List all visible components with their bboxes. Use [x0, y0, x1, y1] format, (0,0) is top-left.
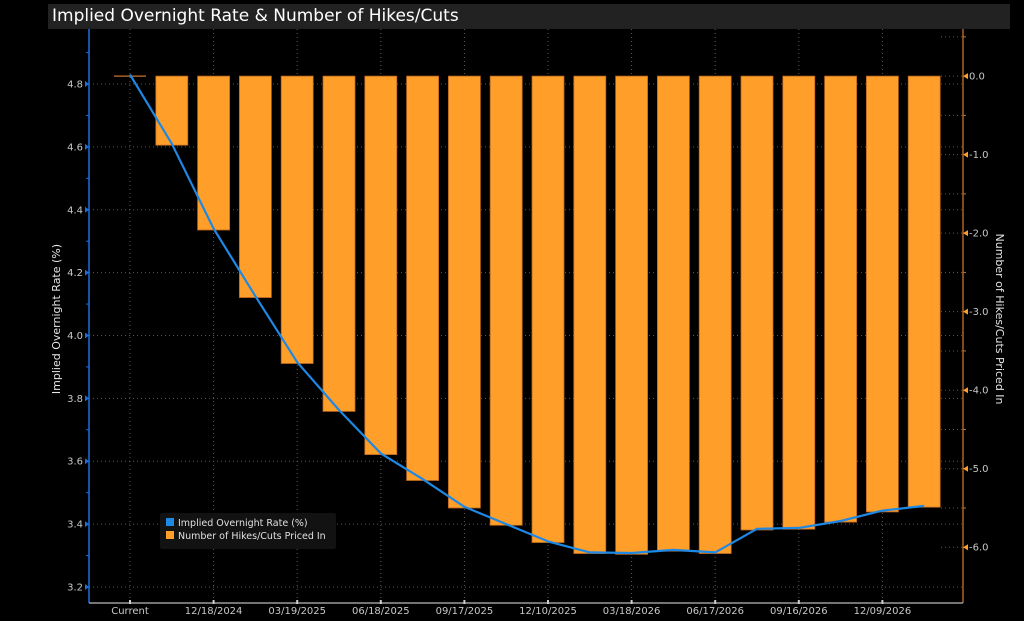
- bar-series: [114, 75, 941, 555]
- x-tick-label: 03/19/2025: [268, 606, 326, 617]
- left-axis-tick: [85, 269, 89, 276]
- line-series: [129, 74, 925, 555]
- right-tick-label: -3.0: [969, 307, 989, 318]
- x-tick-label: 06/17/2026: [686, 606, 744, 617]
- x-tick-label: 09/16/2026: [770, 606, 828, 617]
- right-axis-tick: [963, 230, 968, 237]
- chart-title: Implied Overnight Rate & Number of Hikes…: [52, 6, 459, 26]
- rate-line: [129, 74, 925, 555]
- left-tick-label: 3.4: [67, 520, 83, 531]
- left-axis-tick: [85, 143, 89, 150]
- right-tick-label: -4.0: [969, 386, 989, 397]
- bar: [447, 75, 481, 509]
- left-tick-label: 4.2: [67, 268, 83, 279]
- bar: [615, 75, 648, 555]
- left-tick-label: 3.2: [67, 582, 83, 593]
- x-tick-label: Current: [111, 606, 149, 617]
- right-tick-label: -1.0: [969, 150, 989, 161]
- legend-box: [160, 513, 336, 549]
- right-tick-label: -5.0: [969, 464, 989, 475]
- left-tick-label: 3.6: [67, 457, 83, 468]
- title-bar: Implied Overnight Rate & Number of Hikes…: [48, 4, 1010, 29]
- left-axis-tick: [85, 395, 89, 402]
- bar: [531, 75, 565, 543]
- x-tick-label: 12/09/2026: [854, 606, 912, 617]
- bar: [280, 75, 314, 364]
- bar: [573, 75, 607, 554]
- right-tick-label: -2.0: [969, 229, 989, 240]
- bar: [740, 75, 774, 531]
- left-axis-title: Implied Overnight Rate (%): [50, 244, 63, 394]
- bar: [657, 75, 690, 552]
- left-axis-tick: [85, 332, 89, 339]
- legend-swatch-hikes: [166, 531, 174, 539]
- bar: [866, 75, 899, 513]
- right-axis-title: Number of Hikes/Cuts Priced In: [993, 233, 1006, 404]
- legend-label-rate: Implied Overnight Rate (%): [178, 518, 308, 529]
- right-axis-tick: [963, 387, 968, 394]
- x-tick-label: 03/18/2026: [603, 606, 661, 617]
- left-tick-label: 3.8: [67, 394, 83, 405]
- left-axis-tick: [85, 458, 89, 465]
- bar: [364, 75, 398, 455]
- left-axis-tick: [85, 81, 89, 88]
- bar: [238, 75, 272, 298]
- right-axis-tick: [963, 308, 968, 315]
- x-tick-label: 12/10/2025: [519, 606, 577, 617]
- left-tick-label: 4.0: [67, 331, 83, 342]
- legend: Implied Overnight Rate (%) Number of Hike…: [160, 513, 336, 549]
- x-tick-label: 12/18/2024: [185, 606, 243, 617]
- bar: [782, 75, 816, 530]
- bar: [406, 75, 440, 481]
- right-tick-label: -6.0: [969, 543, 989, 554]
- legend-label-hikes: Number of Hikes/Cuts Priced In: [178, 531, 326, 542]
- left-tick-label: 4.4: [67, 205, 83, 216]
- right-tick-label: 0.0: [969, 72, 985, 83]
- right-axis-tick: [963, 151, 968, 158]
- axes: 4.8 4.6 4.4 4.2 4.0 3.8 3.6 3.4 3.2 Implied Overn…: [50, 29, 1006, 617]
- bar: [155, 75, 189, 146]
- bar: [197, 75, 231, 231]
- left-tick-label: 4.6: [67, 142, 83, 153]
- left-axis-tick: [85, 521, 89, 528]
- bar: [907, 75, 941, 508]
- x-tick-label: 09/17/2025: [436, 606, 494, 617]
- legend-swatch-rate: [166, 518, 174, 526]
- bar: [489, 75, 523, 526]
- left-axis-tick: [85, 206, 89, 213]
- left-tick-label: 4.8: [67, 80, 83, 91]
- x-tick-label: 06/18/2025: [352, 606, 410, 617]
- bar: [824, 75, 857, 523]
- bar: [698, 75, 732, 554]
- right-axis-tick: [963, 73, 968, 80]
- bar: [322, 75, 356, 412]
- right-axis-tick: [963, 465, 968, 472]
- left-axis-tick: [85, 583, 89, 590]
- right-axis-tick: [963, 544, 968, 551]
